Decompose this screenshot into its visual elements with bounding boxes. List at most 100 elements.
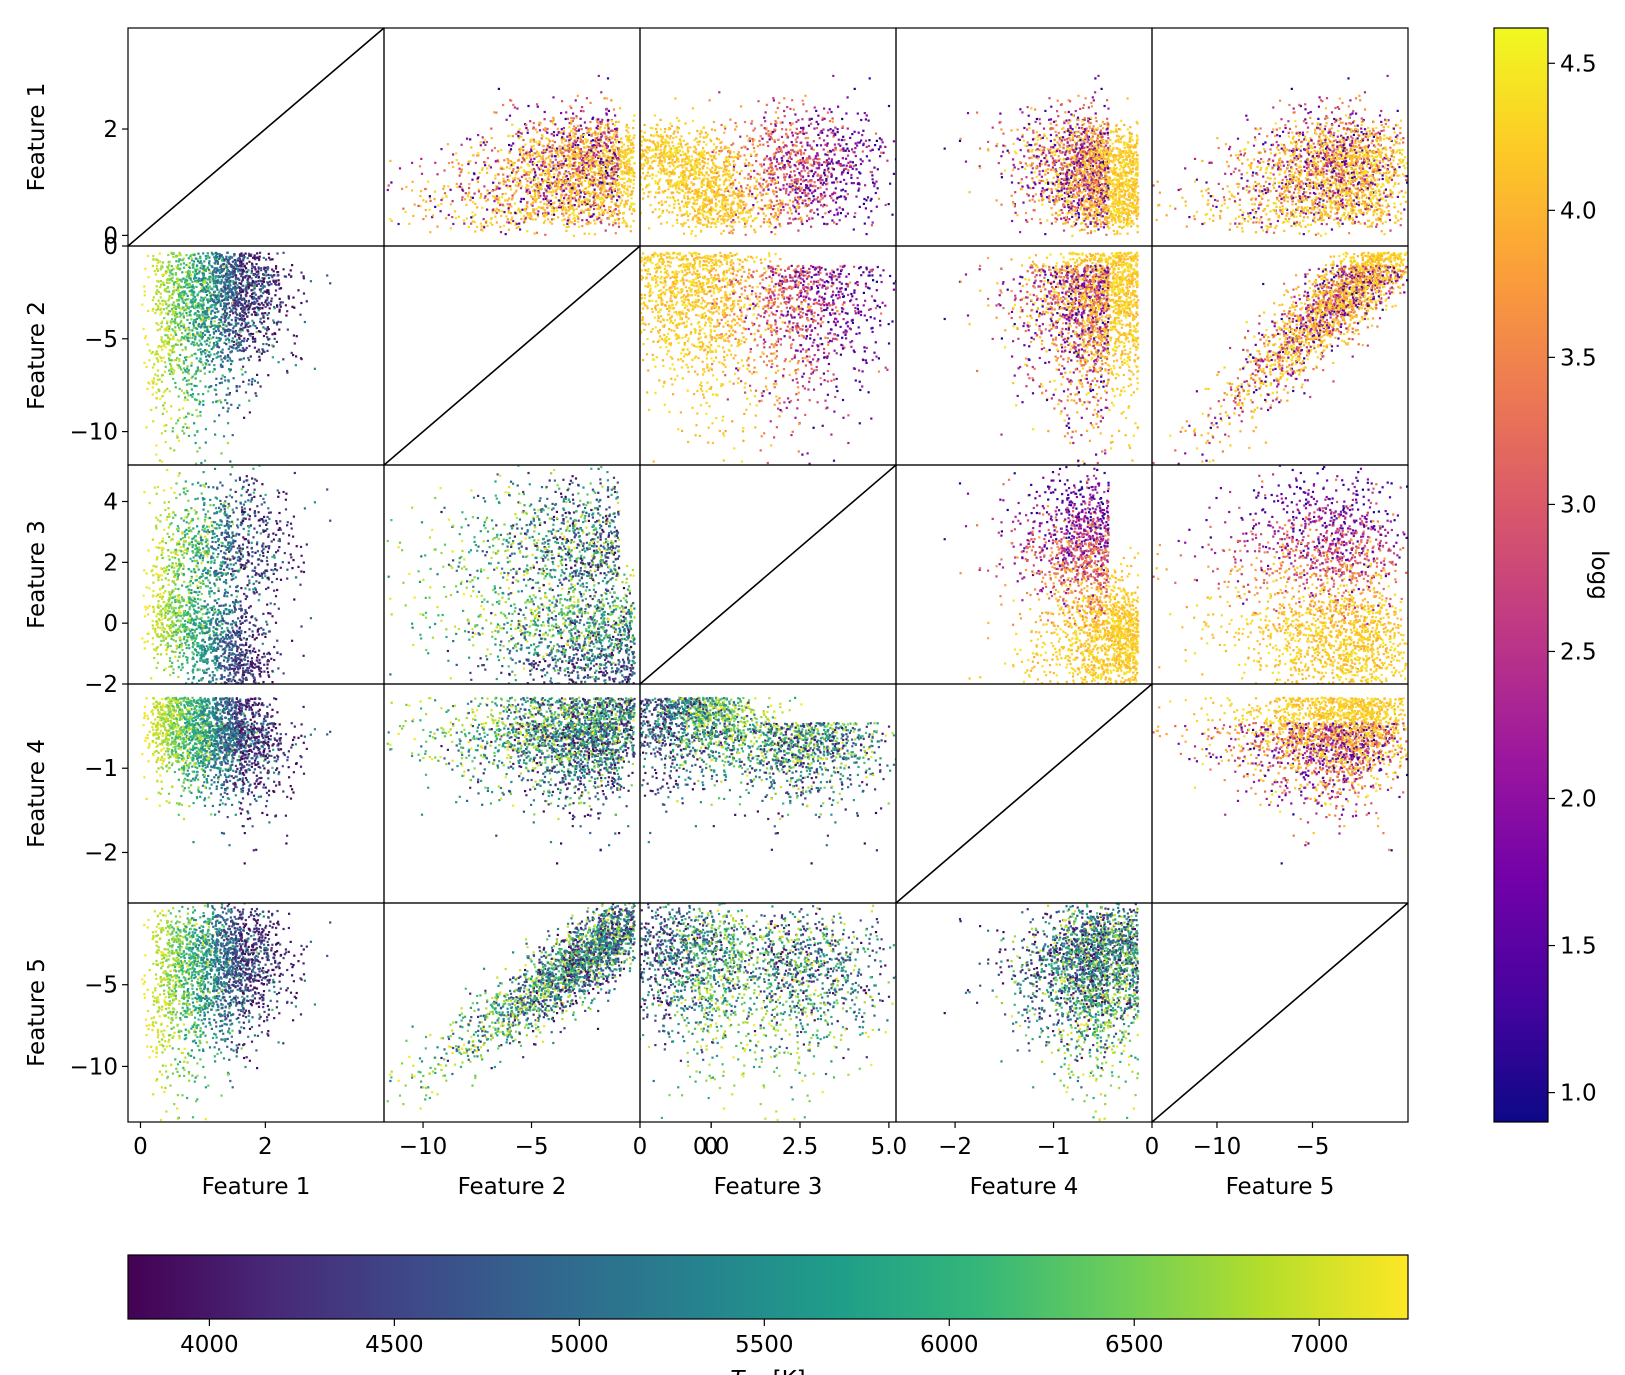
scatter-point bbox=[620, 199, 624, 202]
scatter-point bbox=[659, 128, 662, 131]
scatter-point bbox=[525, 126, 528, 130]
scatter-point bbox=[598, 170, 601, 173]
scatter-point bbox=[468, 187, 471, 190]
scatter-point bbox=[833, 143, 836, 146]
scatter-point bbox=[621, 186, 624, 189]
scatter-point bbox=[466, 193, 470, 196]
scatter-point bbox=[486, 192, 489, 195]
scatter-point bbox=[688, 162, 691, 165]
scatter-point bbox=[863, 197, 866, 201]
scatter-point bbox=[1068, 133, 1071, 136]
scatter-point bbox=[770, 166, 773, 169]
scatter-point bbox=[696, 210, 699, 213]
scatter-point bbox=[695, 216, 698, 219]
scatter-point bbox=[831, 181, 834, 184]
scatter-point bbox=[520, 161, 524, 164]
scatter-point bbox=[687, 177, 690, 180]
scatter-point bbox=[751, 195, 754, 198]
scatter-point bbox=[774, 165, 777, 168]
scatter-point bbox=[1068, 218, 1071, 221]
scatter-point bbox=[784, 144, 787, 147]
scatter-point bbox=[791, 143, 794, 146]
scatter-point bbox=[631, 156, 634, 159]
scatter-point bbox=[597, 135, 600, 138]
scatter-point bbox=[763, 127, 766, 130]
scatter-point bbox=[457, 162, 460, 165]
scatter-point bbox=[440, 198, 443, 202]
scatter-point bbox=[659, 151, 663, 154]
scatter-point bbox=[588, 232, 591, 235]
scatter-point bbox=[840, 148, 843, 151]
scatter-point bbox=[715, 137, 718, 140]
scatter-point bbox=[549, 120, 552, 123]
scatter-point bbox=[660, 160, 663, 163]
scatter-point bbox=[683, 194, 686, 197]
scatter-point bbox=[728, 231, 731, 234]
scatter-point bbox=[801, 199, 804, 202]
scatter-point bbox=[602, 183, 605, 186]
scatter-point bbox=[538, 123, 541, 127]
scatter-point bbox=[589, 214, 592, 217]
scatter-point bbox=[574, 165, 577, 168]
scatter-point bbox=[503, 159, 506, 162]
scatter-point bbox=[782, 208, 785, 212]
scatter-point bbox=[601, 170, 604, 173]
scatter-point bbox=[548, 140, 551, 143]
scatter-point bbox=[688, 174, 691, 177]
scatter-point bbox=[845, 164, 848, 167]
scatter-point bbox=[854, 142, 857, 145]
scatter-point bbox=[495, 221, 498, 224]
scatter-point bbox=[483, 138, 486, 142]
scatter-point bbox=[625, 123, 628, 127]
scatter-point bbox=[571, 153, 574, 156]
scatter-point bbox=[455, 152, 458, 155]
scatter-point bbox=[619, 191, 622, 194]
scatter-point bbox=[807, 197, 810, 200]
scatter-point bbox=[598, 164, 601, 167]
scatter-point bbox=[830, 160, 833, 163]
scatter-point bbox=[725, 202, 728, 205]
scatter-point bbox=[616, 182, 619, 185]
scatter-point bbox=[640, 165, 643, 168]
scatter-point bbox=[726, 211, 729, 214]
scatter-point bbox=[778, 162, 781, 165]
scatter-point bbox=[768, 176, 771, 179]
scatter-point bbox=[486, 208, 489, 211]
scatter-point bbox=[612, 210, 615, 213]
scatter-point bbox=[728, 224, 731, 228]
scatter-point bbox=[927, 200, 929, 202]
scatter-point bbox=[678, 176, 681, 179]
scatter-point bbox=[1067, 99, 1070, 102]
scatter-point bbox=[826, 182, 829, 185]
scatter-point bbox=[752, 204, 755, 207]
scatter-point bbox=[813, 198, 816, 201]
scatter-point bbox=[721, 199, 724, 202]
scatter-point bbox=[412, 214, 415, 217]
scatter-point bbox=[522, 197, 525, 201]
scatter-point bbox=[453, 210, 457, 213]
scatter-point bbox=[765, 192, 768, 195]
scatter-point bbox=[725, 225, 728, 228]
scatter-point bbox=[842, 164, 845, 167]
scatter-point bbox=[592, 160, 595, 163]
scatter-point bbox=[512, 164, 515, 167]
scatter-point bbox=[840, 138, 843, 141]
scatter-point bbox=[1075, 196, 1078, 199]
scatter-point bbox=[591, 155, 594, 158]
scatter-point bbox=[715, 166, 718, 169]
scatter-point bbox=[528, 191, 531, 195]
scatter-point bbox=[662, 165, 665, 168]
scatter-point bbox=[561, 100, 564, 103]
scatter-point bbox=[512, 103, 515, 106]
scatter-point bbox=[693, 145, 697, 148]
scatter-point bbox=[818, 158, 821, 161]
scatter-point bbox=[589, 215, 592, 218]
scatter-point bbox=[814, 189, 817, 192]
scatter-point bbox=[701, 173, 704, 176]
scatter-point bbox=[640, 167, 642, 171]
scatter-point bbox=[667, 128, 670, 131]
scatter-point bbox=[1065, 149, 1068, 152]
scatter-point bbox=[587, 186, 590, 189]
scatter-point bbox=[772, 177, 775, 180]
scatter-point bbox=[546, 144, 549, 147]
